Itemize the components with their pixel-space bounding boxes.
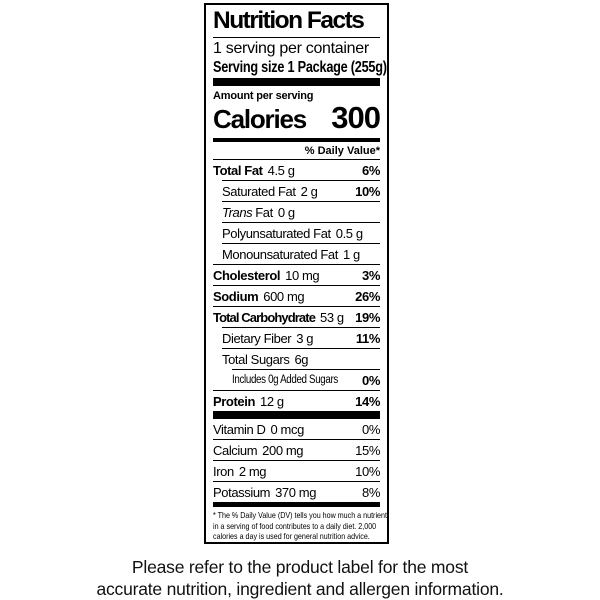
nutrient-row-polyunsaturated-fat: Polyunsaturated Fat 0.5 g [222, 222, 380, 243]
nutrient-amount: 0.5 g [335, 225, 363, 241]
nutrient-amount: 1 g [342, 246, 360, 262]
divider-thick-vitamins [213, 411, 380, 420]
vitamin-dv: 10% [355, 463, 380, 479]
label-title: Nutrition Facts [213, 5, 380, 38]
divider-medium-footnote [213, 502, 380, 508]
nutrient-row-dietary-fiber: Dietary Fiber 3 g 11% [222, 327, 380, 348]
nutrient-name: Total Fat [213, 162, 263, 178]
vitamin-row-iron: Iron 2 mg 10% [213, 460, 380, 481]
disclaimer-line: Please refer to the product label for th… [131, 557, 469, 577]
footnote-text: in a serving of food contributes to a da… [213, 520, 377, 531]
nutrient-name: Total Carbohydrate [213, 309, 316, 325]
nutrient-row-cholesterol: Cholesterol 10 mg 3% [213, 264, 380, 285]
nutrient-row-trans-fat: Trans Fat 0 g [222, 201, 380, 222]
nutrient-name: Fat [255, 204, 273, 220]
footnote-line: * The % Daily Value (DV) tells you how m… [213, 510, 387, 521]
nutrient-dv: 3% [362, 267, 380, 283]
amount-per-serving-label: Amount per serving [213, 90, 314, 103]
nutrient-amount: 6g [294, 351, 309, 367]
nutrient-row-total-sugars: Total Sugars 6g [222, 348, 380, 369]
nutrient-amount: 10 mg [285, 267, 320, 283]
nutrient-name: Protein [213, 393, 255, 409]
nutrient-dv: 26% [355, 288, 380, 304]
nutrient-row-total-carbohydrate: Total Carbohydrate 53 g 19% [213, 306, 380, 327]
disclaimer-text: Please refer to the product label for th… [0, 556, 600, 600]
nutrient-amount: 0 g [277, 204, 295, 220]
vitamin-row-vitamin-d: Vitamin D 0 mcg 0% [213, 419, 380, 439]
nutrient-dv: 0% [362, 372, 380, 388]
vitamin-name: Calcium [213, 442, 258, 458]
vitamin-amount: 200 mg [262, 442, 304, 458]
calories-value: 300 [331, 100, 381, 136]
nutrient-name: Includes 0g Added Sugars [232, 374, 338, 387]
nutrient-name: Total Sugars [222, 351, 290, 367]
divider-thick-top [213, 78, 380, 87]
vitamin-amount: 0 mcg [270, 421, 305, 437]
vitamin-amount: 370 mg [275, 484, 317, 500]
nutrient-name: Monounsaturated Fat [222, 246, 338, 262]
serving-size-line: Serving size 1 Package (255g) [213, 58, 387, 78]
vitamin-amount: 2 mg [238, 463, 267, 479]
nutrient-amount: 2 g [300, 183, 318, 199]
nutrient-amount: 4.5 g [267, 162, 295, 178]
disclaimer-line: accurate nutrition, ingredient and aller… [96, 579, 504, 599]
nutrient-name: Dietary Fiber [222, 330, 292, 346]
nutrient-name: Cholesterol [213, 267, 281, 283]
nutrient-name: Sodium [213, 288, 259, 304]
nutrient-name: Saturated Fat [222, 183, 296, 199]
footnote-line: calories a day is used for general nutri… [213, 531, 380, 542]
footnote-text: calories a day is used for general nutri… [213, 531, 370, 542]
vitamin-dv: 8% [362, 484, 380, 500]
vitamin-dv: 0% [362, 421, 380, 437]
servings-per-container: 1 serving per container [213, 39, 369, 57]
nutrient-name: Polyunsaturated Fat [222, 225, 331, 241]
nutrient-amount: 12 g [259, 393, 284, 409]
vitamin-name: Iron [213, 463, 234, 479]
vitamin-name: Potassium [213, 484, 271, 500]
vitamin-row-calcium: Calcium 200 mg 15% [213, 439, 380, 460]
nutrient-amount: 53 g [320, 309, 344, 325]
nutrient-dv: 11% [355, 330, 381, 346]
footnote-text: * The % Daily Value (DV) tells you how m… [213, 510, 387, 521]
serving-size-text: Serving size 1 Package (255g) [213, 59, 387, 77]
vitamin-dv: 15% [355, 442, 380, 458]
nutrient-row-protein: Protein 12 g 14% [213, 390, 380, 411]
nutrient-row-monounsaturated-fat: Monounsaturated Fat 1 g [222, 243, 380, 264]
divider-medium-calories [213, 138, 380, 143]
nutrient-row-total-fat: Total Fat 4.5 g 6% [213, 159, 380, 180]
nutrient-row-saturated-fat: Saturated Fat 2 g 10% [222, 180, 380, 201]
nutrient-dv: 6% [362, 162, 380, 178]
footnote: * The % Daily Value (DV) tells you how m… [213, 507, 387, 542]
nutrient-amount: 3 g [296, 330, 314, 346]
calories-label: Calories [213, 104, 307, 135]
nutrient-dv: 19% [355, 309, 380, 325]
footnote-line: in a serving of food contributes to a da… [213, 521, 380, 532]
nutrient-dv: 14% [355, 393, 380, 409]
vitamin-name: Vitamin D [213, 421, 266, 437]
nutrition-facts-label: Nutrition Facts 1 serving per container … [204, 3, 389, 544]
nutrient-dv: 10% [355, 183, 380, 199]
nutrient-name-italic: Trans [222, 204, 253, 220]
nutrient-amount: 600 mg [263, 288, 305, 304]
daily-value-header: % Daily Value* [304, 145, 380, 158]
nutrient-row-sodium: Sodium 600 mg 26% [213, 285, 380, 306]
nutrient-row-added-sugars: Includes 0g Added Sugars 0% [232, 369, 380, 390]
calories-row: Calories 300 [213, 100, 381, 138]
vitamin-row-potassium: Potassium 370 mg 8% [213, 481, 380, 502]
